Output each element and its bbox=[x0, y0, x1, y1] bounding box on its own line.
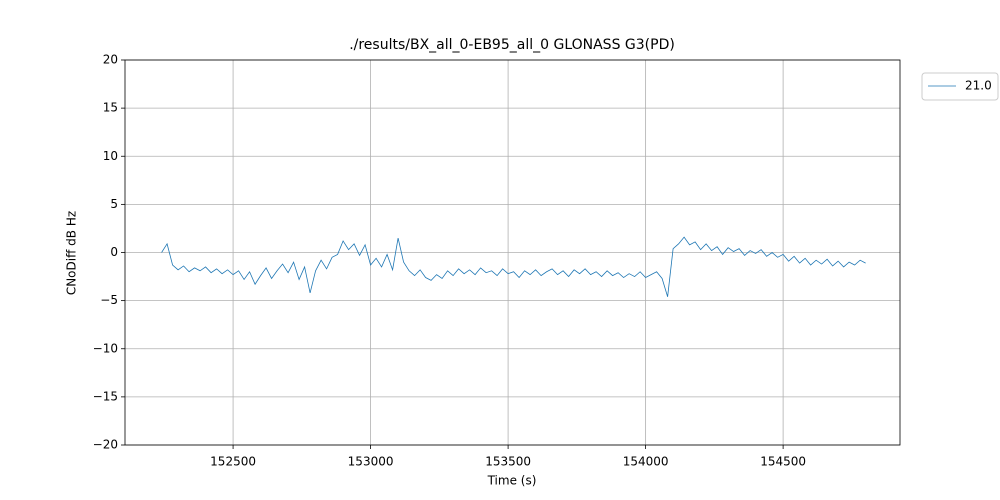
chart-title: ./results/BX_all_0-EB95_all_0 GLONASS G3… bbox=[349, 37, 675, 53]
x-tick-label: 152500 bbox=[210, 455, 256, 469]
x-tick-label: 153000 bbox=[348, 455, 394, 469]
data-line bbox=[161, 236, 866, 297]
plot-frame bbox=[124, 59, 901, 446]
y-tick-label: −15 bbox=[93, 389, 118, 403]
x-tick-label: 153500 bbox=[485, 455, 531, 469]
y-tick-label: 10 bbox=[103, 149, 118, 163]
y-axis-label: CNoDiff dB Hz bbox=[65, 211, 79, 295]
y-tick-label: 5 bbox=[110, 197, 118, 211]
y-tick-label: −5 bbox=[100, 293, 118, 307]
legend-frame bbox=[921, 72, 999, 101]
y-tick-label: 0 bbox=[110, 245, 118, 259]
y-tick-label: −20 bbox=[93, 438, 118, 452]
legend-label: 21.0 bbox=[965, 79, 992, 93]
y-tick-label: −10 bbox=[93, 341, 118, 355]
y-tick-label: 15 bbox=[103, 101, 118, 115]
y-tick-label: 20 bbox=[103, 53, 118, 67]
x-tick-label: 154500 bbox=[760, 455, 806, 469]
x-tick-label: 154000 bbox=[623, 455, 669, 469]
legend: 21.0 bbox=[921, 72, 999, 101]
x-axis-label: Time (s) bbox=[487, 474, 537, 488]
